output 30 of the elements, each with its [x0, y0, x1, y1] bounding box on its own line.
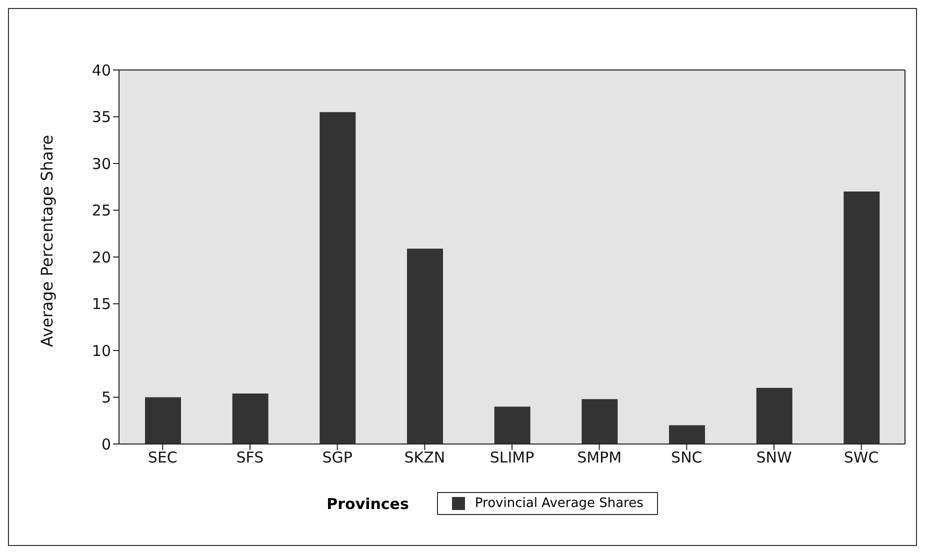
y-tick-label: 5: [101, 388, 111, 407]
bar: [407, 248, 443, 444]
y-tick-label: 25: [92, 202, 111, 220]
bar: [582, 399, 618, 444]
x-tick-label: SFS: [236, 448, 264, 467]
bar: [232, 394, 268, 444]
y-tick-label: 35: [92, 108, 111, 126]
legend-label: Provincial Average Shares: [474, 496, 644, 511]
y-tick-label: 10: [92, 342, 111, 360]
y-axis-title: Average Percentage Share: [38, 134, 57, 347]
x-tick-label: SWC: [844, 448, 879, 467]
y-tick-label: 40: [92, 61, 111, 80]
x-tick-label: SEC: [148, 448, 178, 467]
x-axis-title: Provinces: [326, 494, 409, 512]
y-tick-label: 20: [92, 248, 111, 266]
x-tick-label: SLIMP: [490, 448, 534, 467]
bar: [756, 388, 792, 444]
x-tick-label: SKZN: [404, 448, 446, 467]
bar: [669, 425, 705, 444]
x-tick-label: SMPM: [577, 448, 622, 467]
bar: [844, 192, 880, 444]
bar: [320, 112, 356, 444]
y-tick-label: 0: [101, 435, 111, 454]
bar: [494, 406, 530, 444]
bar: [145, 397, 181, 444]
y-tick-label: 15: [92, 295, 111, 314]
x-tick-label: SNC: [671, 448, 702, 467]
x-tick-label: SNW: [756, 448, 792, 467]
y-tick-label: 30: [92, 154, 111, 173]
x-tick-label: SGP: [322, 448, 352, 467]
